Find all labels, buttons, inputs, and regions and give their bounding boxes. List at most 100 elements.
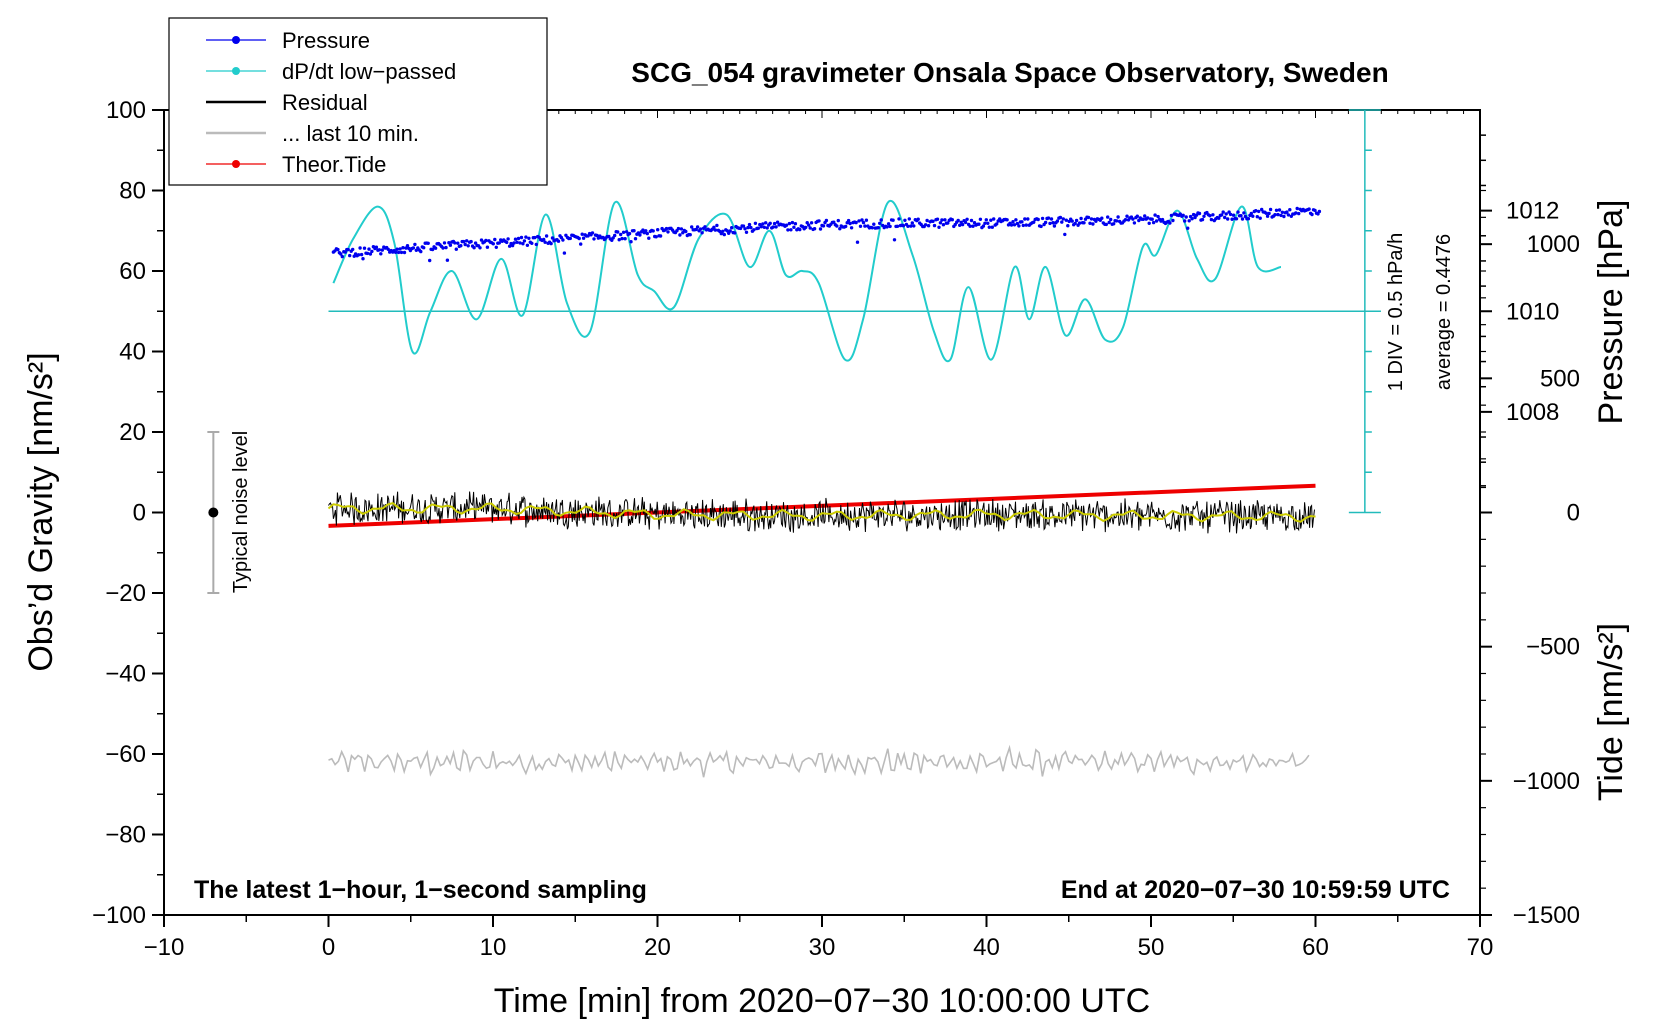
pressure-point <box>441 246 445 250</box>
pressure-point <box>1251 214 1255 218</box>
pressure-point <box>1109 217 1113 222</box>
pressure-point <box>1063 232 1067 237</box>
tide-tick-label: −500 <box>1526 634 1580 661</box>
series-layer <box>327 199 1322 778</box>
pressure-point <box>493 237 497 242</box>
pressure-point <box>895 224 900 228</box>
pressure-point <box>632 229 636 233</box>
pressure-point <box>1295 206 1299 211</box>
pressure-point <box>656 228 660 232</box>
dpdt-scale-bar <box>328 109 1381 514</box>
pressure-point <box>1074 218 1079 223</box>
x-tick-label: 40 <box>973 934 1000 961</box>
tide-tick-label: −1500 <box>1513 902 1580 929</box>
pressure-point <box>715 223 719 228</box>
pressure-point <box>1191 212 1196 217</box>
pressure-point <box>741 224 746 228</box>
pressure-point <box>1026 217 1030 221</box>
legend-label: ... last 10 min. <box>282 121 419 146</box>
pressure-point <box>1100 216 1104 220</box>
pressure-point <box>462 239 466 244</box>
pressure-point <box>1223 215 1227 220</box>
pressure-point <box>753 221 758 225</box>
pressure-point <box>1064 218 1069 222</box>
pressure-point <box>1273 213 1277 217</box>
pressure-point <box>1009 223 1014 227</box>
pressure-point <box>906 224 910 228</box>
pressure-point <box>641 228 645 232</box>
pressure-point <box>1046 216 1051 220</box>
pressure-point <box>910 221 914 225</box>
pressure-point <box>607 234 611 239</box>
pressure-point <box>445 258 450 262</box>
pressure-point <box>849 226 854 230</box>
pressure-point <box>616 230 620 234</box>
pressure-point <box>398 247 402 251</box>
pressure-point <box>860 218 864 222</box>
pressure-point <box>1048 221 1052 226</box>
pressure-point <box>346 247 350 252</box>
pressure-point <box>774 225 778 229</box>
pressure-point <box>395 247 399 251</box>
noise-level-bar <box>207 431 220 594</box>
pressure-point <box>444 245 448 250</box>
pressure-point <box>1151 220 1156 225</box>
pressure-point <box>666 230 670 234</box>
pressure-point <box>721 229 725 233</box>
pressure-point <box>1297 211 1301 216</box>
pressure-point <box>581 236 586 240</box>
pressure-point <box>478 246 482 250</box>
pressure-point <box>413 242 417 247</box>
pressure-point <box>1040 216 1045 221</box>
pressure-point <box>426 241 430 245</box>
pressure-point <box>664 226 669 231</box>
pressure-point <box>684 229 688 234</box>
pressure-point <box>396 250 401 255</box>
pressure-point <box>1184 215 1188 219</box>
pressure-point <box>463 242 467 247</box>
pressure-point <box>1039 224 1043 229</box>
pressure-point <box>983 221 987 225</box>
pressure-point <box>549 241 553 246</box>
pressure-point <box>835 224 839 228</box>
pressure-point <box>1020 220 1024 224</box>
pressure-point <box>1023 217 1027 221</box>
pressure-point <box>700 231 704 235</box>
pressure-point <box>885 225 889 229</box>
pressure-point <box>790 220 795 225</box>
pressure-point <box>1186 226 1190 230</box>
pressure-point <box>1239 214 1243 218</box>
pressure-point <box>1274 208 1279 212</box>
pressure-point <box>1107 220 1111 225</box>
pressure-point <box>1221 210 1225 214</box>
noise-level-label: Typical noise level <box>230 431 252 593</box>
noise-bar-dot <box>208 507 219 518</box>
pressure-point <box>809 221 814 225</box>
pressure-point <box>863 224 867 228</box>
pressure-point <box>527 236 531 240</box>
pressure-point <box>995 222 999 226</box>
pressure-point <box>624 230 629 234</box>
pressure-point <box>690 225 694 229</box>
pressure-point <box>530 241 534 245</box>
pressure-point <box>1024 223 1029 227</box>
pressure-point <box>775 220 780 224</box>
pressure-point <box>1137 218 1141 223</box>
x-axis: −10 0 10 20 30 40 50 60 70 <box>144 110 1493 961</box>
pressure-point <box>938 221 943 225</box>
pressure-point <box>1106 215 1110 219</box>
pressure-point <box>374 245 379 249</box>
pressure-point <box>878 221 882 225</box>
pressure-point <box>943 218 947 222</box>
pressure-point <box>1112 222 1116 226</box>
pressure-point <box>1153 213 1157 217</box>
pressure-point <box>1307 207 1311 211</box>
pressure-point <box>1280 210 1285 214</box>
pressure-point <box>1317 209 1322 214</box>
pressure-point <box>722 232 726 237</box>
pressure-point <box>789 228 793 232</box>
pressure-tick-label: 1008 <box>1506 399 1559 426</box>
pressure-point <box>756 226 760 230</box>
pressure-point <box>472 246 476 250</box>
pressure-point <box>448 243 453 247</box>
